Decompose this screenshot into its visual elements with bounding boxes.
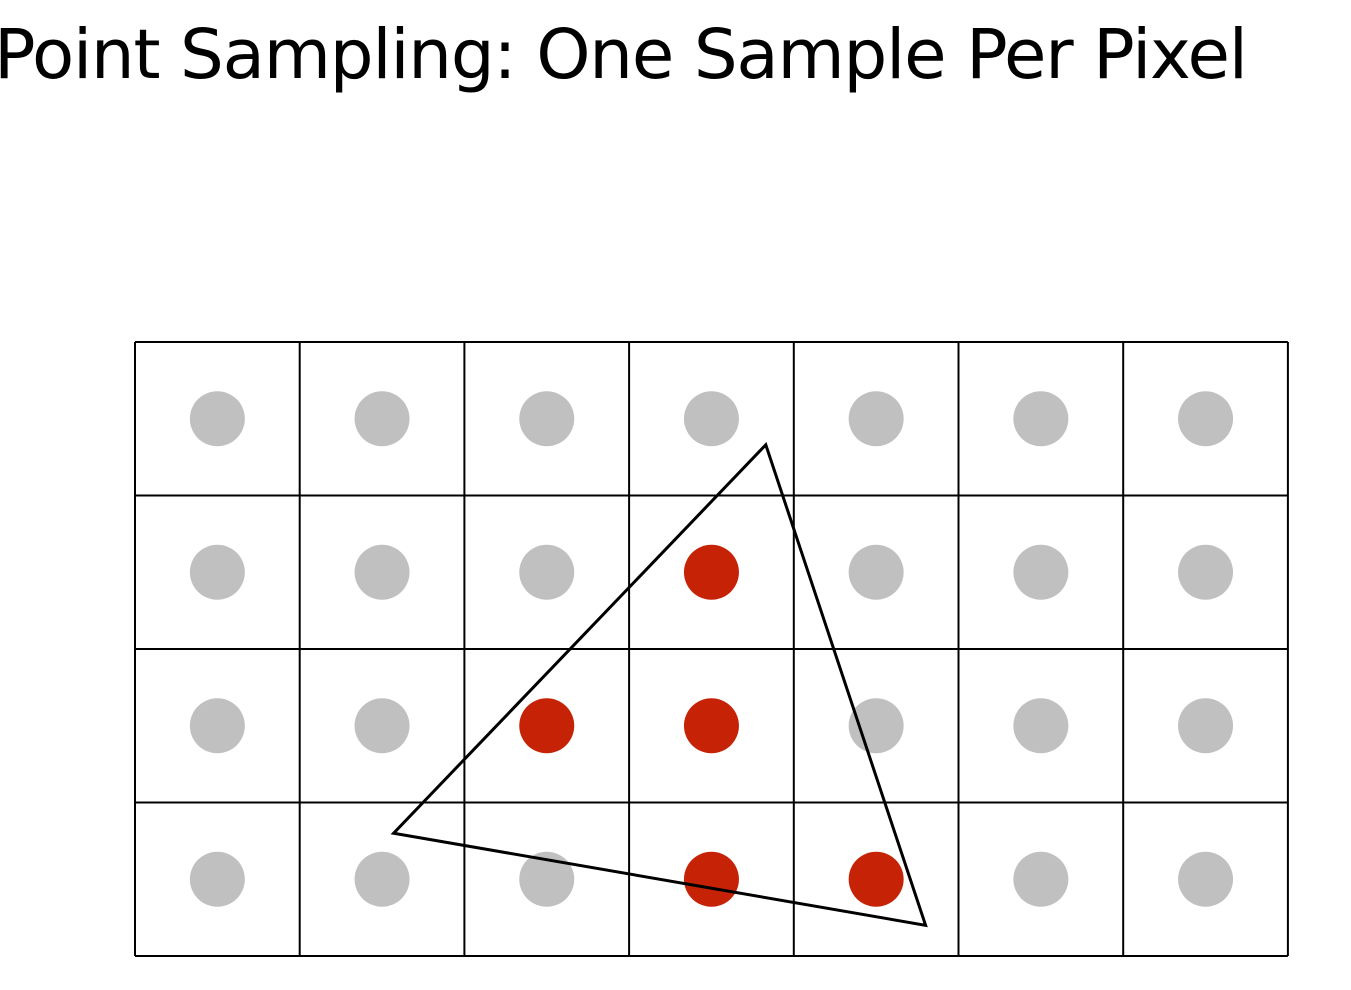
sample-point-uncovered [848,698,904,754]
sample-point-uncovered [354,391,410,447]
sample-point-uncovered [354,544,410,600]
sample-point-uncovered [354,851,410,907]
sample-point-uncovered [683,391,739,447]
sample-point-uncovered [1178,391,1234,447]
sample-point-uncovered [189,544,245,600]
sample-point-uncovered [1178,544,1234,600]
sample-point-uncovered [354,698,410,754]
sample-point-uncovered [519,391,575,447]
sample-point-uncovered [848,544,904,600]
sample-point-uncovered [1013,851,1069,907]
slide-title: Point Sampling: One Sample Per Pixel [0,15,1248,95]
sample-point-uncovered [189,391,245,447]
sample-point-covered [683,698,739,754]
sample-point-uncovered [1178,698,1234,754]
sample-point-uncovered [1013,391,1069,447]
sample-point-uncovered [848,391,904,447]
sample-point-covered [683,544,739,600]
sample-point-uncovered [1013,544,1069,600]
sample-points [189,391,1234,907]
sample-point-covered [519,698,575,754]
sample-point-uncovered [189,851,245,907]
sample-point-uncovered [1013,698,1069,754]
sample-point-uncovered [519,851,575,907]
sample-point-covered [683,851,739,907]
triangle-outline [390,441,928,928]
sample-point-uncovered [519,544,575,600]
sample-point-uncovered [189,698,245,754]
pixel-grid [134,341,1289,957]
sample-point-uncovered [1178,851,1234,907]
sample-point-covered [848,851,904,907]
